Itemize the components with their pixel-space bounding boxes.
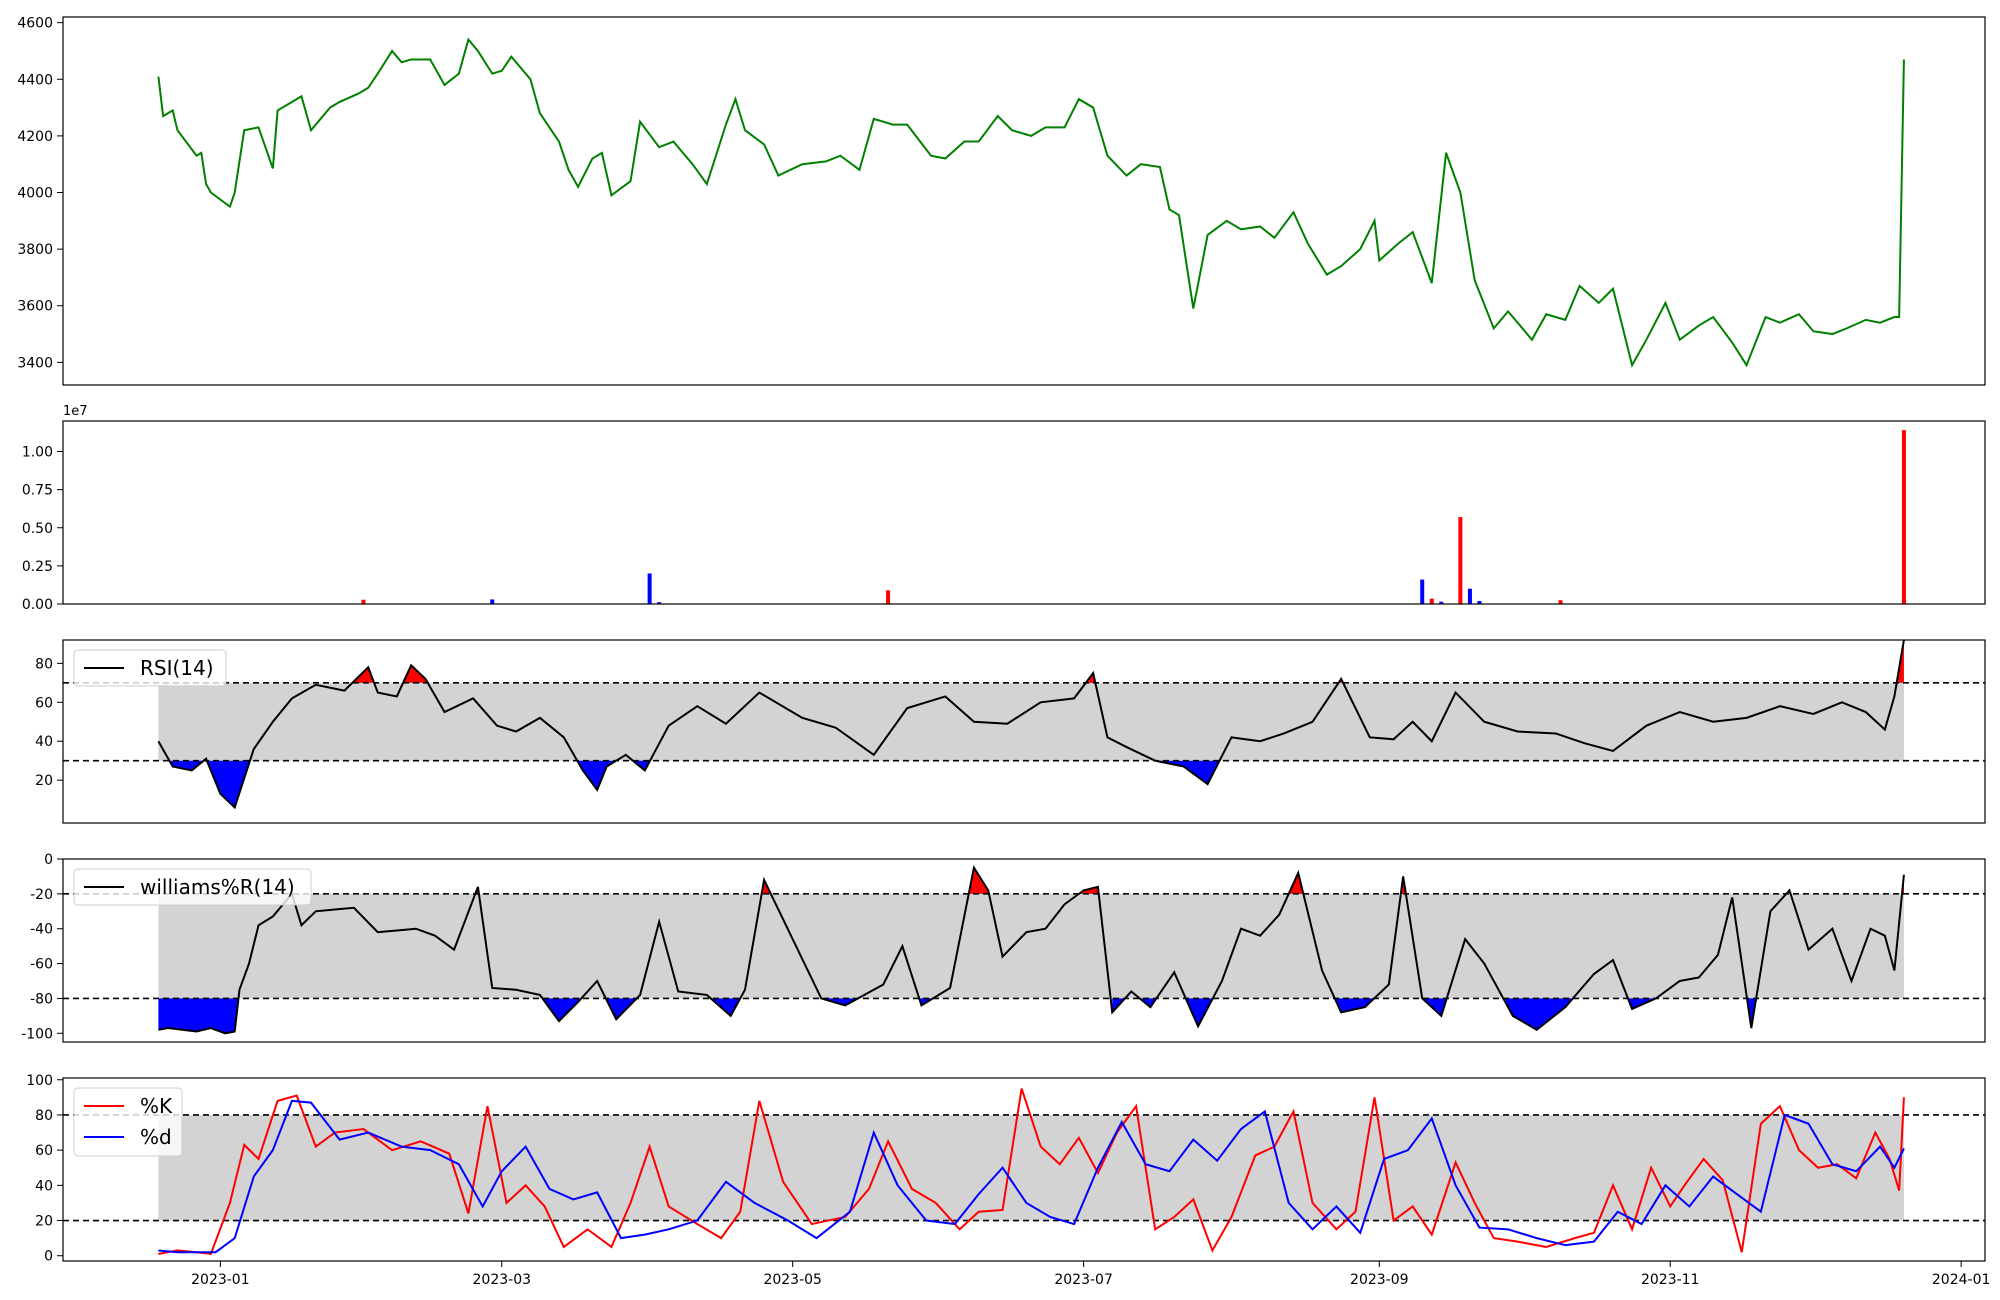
volume-bar — [1558, 600, 1563, 604]
price-ytick-label: 3800 — [17, 242, 53, 258]
price-ytick-label: 3400 — [17, 355, 53, 371]
volume-bar — [361, 599, 366, 604]
volume-ytick-label: 1.00 — [22, 445, 53, 461]
x-tick-label: 2023-01 — [191, 1272, 250, 1288]
volume-offset-label: 1e7 — [63, 404, 88, 419]
williams-ytick-label: -80 — [30, 991, 53, 1007]
volume-bar — [1420, 579, 1425, 604]
stochastic-legend-label-d: %d — [140, 1125, 172, 1149]
volume-bar — [1901, 430, 1906, 604]
stochastic-ytick-label: 80 — [35, 1108, 53, 1124]
x-tick-label: 2023-07 — [1054, 1272, 1113, 1288]
stochastic-series-d — [158, 1099, 1905, 1254]
price-line — [157, 37, 1905, 368]
x-axis: 2023-01 2023-03 2023-05 2023-07 2023-09 2023-… — [191, 1261, 1990, 1288]
rsi-band — [158, 682, 1904, 761]
x-tick-label: 2023-09 — [1350, 1272, 1409, 1288]
williams-series-line — [158, 865, 1905, 1035]
volume-bar — [1467, 588, 1472, 604]
rsi-overbought-fill — [352, 667, 374, 683]
stochastic-band — [158, 1114, 1904, 1221]
williams-oversold-fill — [1186, 998, 1212, 1027]
rsi-oversold-fill — [579, 760, 617, 790]
volume-ytick-label: 0.50 — [22, 521, 53, 537]
price-ytick-label: 4600 — [17, 16, 53, 32]
stochastic-legend-label-k: %K — [140, 1094, 173, 1118]
price-ytick-label: 3600 — [17, 299, 53, 315]
williams-ytick-label: -40 — [30, 922, 53, 938]
stochastic-legend: %K %d — [73, 1087, 183, 1157]
volume-panel: 0.00 0.25 0.50 0.75 1.00 1e7 — [22, 404, 1986, 613]
rsi-ytick-label: 80 — [35, 656, 53, 672]
stochastic-axes-frame — [62, 1077, 1986, 1262]
williams-overbought-fill — [969, 867, 989, 894]
stochastic-ytick-label: 20 — [35, 1214, 53, 1230]
volume-ytick-label: 0.75 — [22, 483, 53, 499]
rsi-axes-frame — [62, 639, 1986, 824]
rsi-ytick-label: 60 — [35, 695, 53, 711]
stochastic-series-k — [158, 1088, 1905, 1256]
price-panel: 3400 3600 3800 4000 4200 4400 4600 — [17, 16, 1986, 386]
volume-bar — [657, 602, 662, 604]
stochastic-ytick-label: 0 — [44, 1249, 53, 1265]
williams-ytick-label: -100 — [21, 1026, 53, 1042]
x-tick-label: 2023-05 — [763, 1272, 822, 1288]
volume-y-axis: 0.00 0.25 0.50 0.75 1.00 — [22, 445, 63, 613]
williams-band — [158, 893, 1904, 999]
williams-oversold-fill — [1503, 998, 1572, 1030]
volume-bar — [1429, 598, 1434, 604]
rsi-series-line — [157, 639, 1905, 810]
williams-ytick-label: -60 — [30, 957, 53, 973]
stochastic-y-axis: 0 20 40 60 80 100 — [26, 1073, 63, 1265]
x-tick-label: 2023-11 — [1641, 1272, 1700, 1288]
williams-y-axis: -100 -80 -60 -40 -20 0 — [21, 852, 63, 1042]
volume-bar — [886, 590, 891, 604]
williams-oversold-fill — [1140, 998, 1157, 1008]
rsi-oversold-fill — [207, 760, 250, 808]
stochastic-ytick-label: 100 — [26, 1073, 53, 1089]
williams-oversold-fill — [1335, 998, 1373, 1013]
williams-legend-label: williams%R(14) — [140, 875, 295, 899]
volume-bar — [490, 599, 495, 604]
x-tick-label: 2024-01 — [1932, 1272, 1991, 1288]
price-ytick-label: 4000 — [17, 186, 53, 202]
price-axes-frame — [62, 16, 1986, 386]
stochastic-ytick-label: 40 — [35, 1178, 53, 1194]
volume-ytick-label: 0.00 — [22, 597, 53, 613]
rsi-y-axis: 20 40 60 80 — [35, 656, 63, 789]
rsi-legend-label: RSI(14) — [140, 656, 214, 680]
rsi-panel: 20 40 60 80 RSI(14) — [35, 639, 1986, 824]
stochastic-panel: 0 20 40 60 80 100 %K %d — [26, 1073, 1986, 1265]
williams-oversold-fill — [158, 998, 238, 1034]
rsi-ytick-label: 40 — [35, 734, 53, 750]
price-ytick-label: 4200 — [17, 129, 53, 145]
volume-bar — [1439, 601, 1444, 604]
price-y-axis: 3400 3600 3800 4000 4200 4400 4600 — [17, 16, 63, 371]
williams-panel: -100 -80 -60 -40 -20 0 williams%R(14) — [21, 852, 1986, 1043]
price-ytick-label: 4400 — [17, 72, 53, 88]
volume-bar — [1477, 600, 1482, 604]
volume-ytick-label: 0.25 — [22, 559, 53, 575]
williams-oversold-fill — [543, 998, 580, 1022]
williams-legend: williams%R(14) — [73, 868, 312, 906]
volume-bar — [1458, 517, 1463, 604]
rsi-ytick-label: 20 — [35, 773, 53, 789]
williams-oversold-fill — [1747, 998, 1756, 1029]
volume-bar — [647, 573, 652, 604]
rsi-oversold-fill — [1155, 760, 1220, 785]
williams-axes-frame — [62, 858, 1986, 1043]
williams-ytick-label: -20 — [30, 887, 53, 903]
volume-axes-frame — [62, 420, 1986, 605]
x-tick-label: 2023-03 — [473, 1272, 532, 1288]
stochastic-ytick-label: 60 — [35, 1143, 53, 1159]
williams-ytick-label: 0 — [44, 852, 53, 868]
rsi-legend: RSI(14) — [73, 649, 227, 687]
